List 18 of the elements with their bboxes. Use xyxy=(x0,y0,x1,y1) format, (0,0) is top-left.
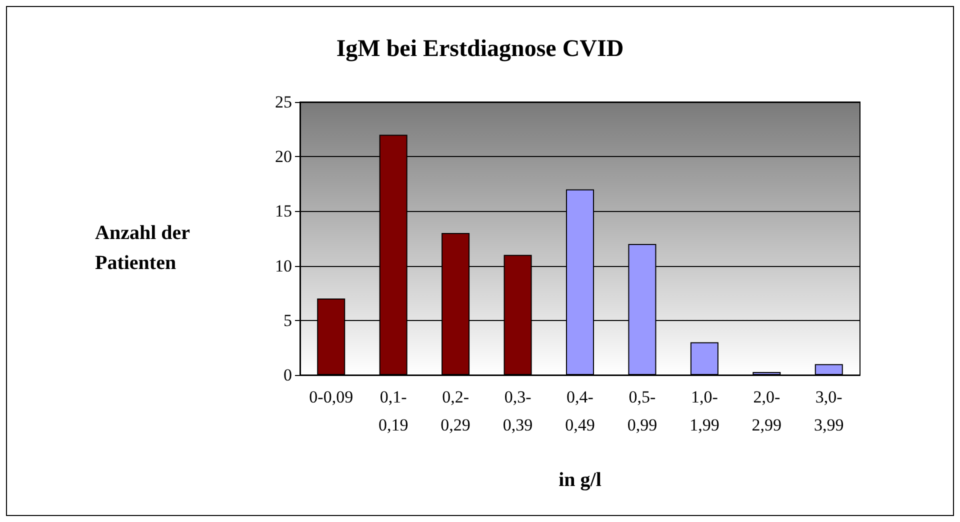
y-tick-label: 0 xyxy=(284,366,292,384)
x-tick-label: 0,4-0,49 xyxy=(565,388,595,434)
x-tick-label: 0,1-0,19 xyxy=(378,388,408,434)
x-tick-label: 0-0,09 xyxy=(309,388,354,406)
x-tick-label: 0,5-0,99 xyxy=(627,388,658,434)
y-tick-label: 25 xyxy=(275,92,292,112)
y-tick-label: 10 xyxy=(275,256,292,276)
x-tick-label: 1,0-1,99 xyxy=(690,388,720,434)
x-axis-title: in g/l xyxy=(558,469,602,491)
x-tick-label: 2,0-2,99 xyxy=(752,388,782,434)
x-tick-label: 0,2-0,29 xyxy=(440,388,470,434)
y-tick-label: 15 xyxy=(275,202,292,221)
y-axis-title: Anzahl der Patienten xyxy=(95,222,195,274)
y-tick-label: 20 xyxy=(275,147,292,166)
x-tick-label: 3,0-3,99 xyxy=(814,388,844,434)
chart-title: IgM bei Erstdiagnose CVID xyxy=(336,36,624,62)
x-tick-label: 0,3-0,39 xyxy=(502,388,533,434)
y-tick-label: 5 xyxy=(284,310,292,330)
